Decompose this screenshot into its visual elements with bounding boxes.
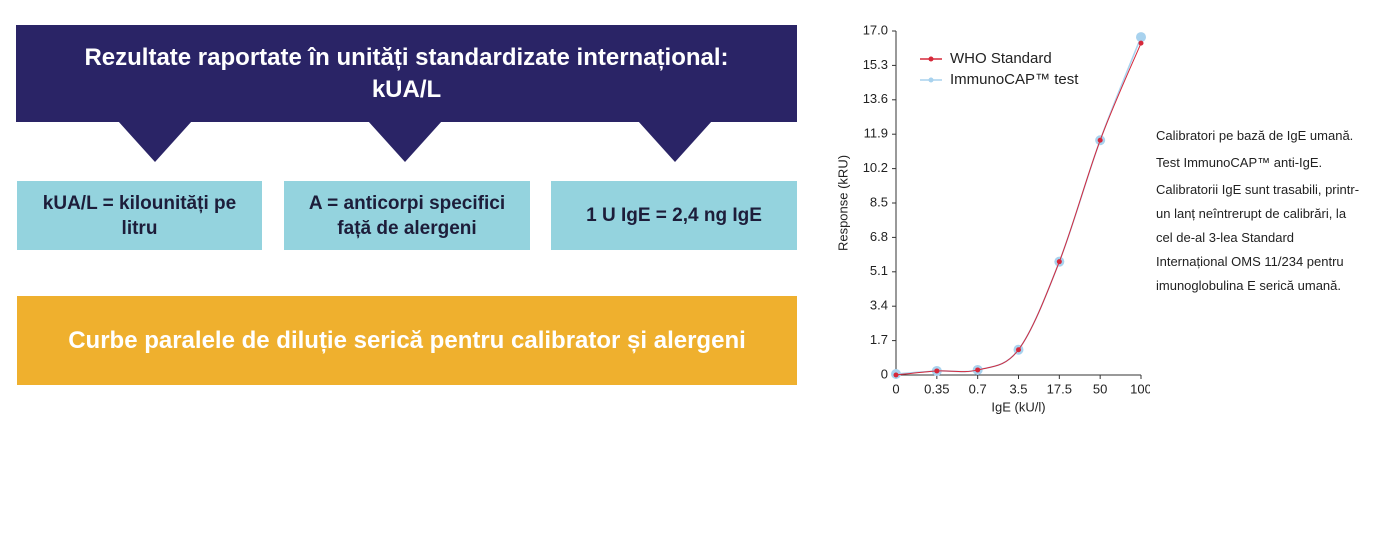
legend-label: WHO Standard [950,50,1052,67]
legend-dot [928,77,934,83]
arrow [118,121,192,162]
notes: Calibratori pe bază de IgE umană. Test I… [1156,124,1361,301]
definition-box: A = anticorpi specifici față de alergeni [284,181,530,250]
y-tick-label: 17.0 [863,22,888,37]
definition-box: kUA/L = kilounități pe litru [17,181,262,250]
header-line: Rezultate raportate în unități standardi… [84,43,729,71]
data-point [1056,259,1062,265]
x-axis-label: IgE (kU/l) [991,399,1045,414]
x-tick-label: 0.35 [924,381,949,396]
header-box: Rezultate raportate în unități standardi… [16,25,797,122]
arrow [368,121,442,162]
data-point [1138,40,1144,46]
x-tick-label: 17.5 [1047,381,1072,396]
definition-box: 1 U IgE = 2,4 ng IgE [551,181,797,250]
y-tick-label: 8.5 [870,194,888,209]
x-tick-label: 50 [1093,381,1107,396]
y-tick-label: 3.4 [870,298,888,313]
note: Calibratori pe bază de IgE umană. [1156,128,1354,143]
x-tick-label: 0.7 [969,381,987,396]
data-point [893,372,899,378]
x-tick-label: 0 [892,381,899,396]
arrows [118,121,712,162]
arrow [638,121,712,162]
header-line: kUA/L [371,75,442,103]
x-tick-label: 3.5 [1009,381,1027,396]
y-tick-label: 10.2 [863,160,888,175]
series-line [895,42,1142,376]
y-tick-label: 5.1 [870,263,888,278]
data-point [975,367,981,373]
data-point [934,368,940,374]
note: Calibratorii IgE sunt trasabili, printr-… [1156,182,1360,293]
y-tick-label: 0 [881,366,888,381]
banner: Curbe paralele de diluție serică pentru … [17,296,797,385]
y-tick-label: 11.9 [864,126,888,141]
legend-dot [928,56,934,62]
data-point [1136,32,1146,43]
y-tick-label: 6.8 [870,229,888,244]
data-point [1016,347,1021,353]
y-axis-label: Response (kRU) [835,155,850,251]
y-tick-label: 1.7 [870,332,888,347]
chart: 0 1.7 3.4 5.1 6.8 8.5 10.2 11.9 13.6 15.3 17.0 0 0.3… [835,22,1150,414]
y-tick-label: 15.3 [863,57,888,72]
note: Test ImmunoCAP™ anti-IgE. [1156,155,1323,170]
y-tick-label: 13.6 [863,91,888,106]
x-tick-label: 100 [1130,381,1150,396]
legend-label: ImmunoCAP™ test [950,71,1079,88]
data-point [1097,137,1103,143]
